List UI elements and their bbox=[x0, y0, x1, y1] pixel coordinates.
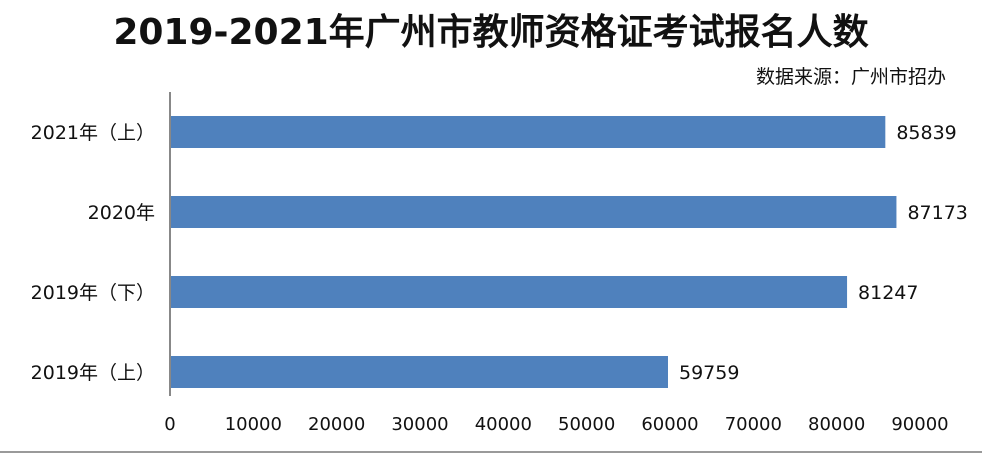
x-tick-label-4: 40000 bbox=[475, 414, 532, 435]
category-label-0: 2021年（上） bbox=[31, 122, 155, 144]
x-tick-label-3: 30000 bbox=[391, 414, 448, 435]
x-tick-label-9: 90000 bbox=[891, 414, 948, 435]
x-tick-label-2: 20000 bbox=[308, 414, 365, 435]
value-label-2: 81247 bbox=[858, 282, 918, 304]
bar-3 bbox=[171, 356, 668, 388]
category-label-2: 2019年（下） bbox=[31, 282, 155, 304]
bar-2 bbox=[171, 276, 848, 308]
category-label-1: 2020年 bbox=[88, 202, 155, 224]
x-tick-label-0: 0 bbox=[164, 414, 175, 435]
value-label-1: 87173 bbox=[907, 202, 967, 224]
bar-0 bbox=[171, 116, 886, 148]
x-tick-label-7: 70000 bbox=[725, 414, 782, 435]
bars-layer: 2021年（上） 85839 2020年 87173 2019年（下） 81247 2019… bbox=[31, 116, 968, 388]
x-tick-label-5: 50000 bbox=[558, 414, 615, 435]
chart-title: 2019-2021年广州市教师资格证考试报名人数 bbox=[113, 12, 868, 53]
chart-source: 数据来源：广州市招办 bbox=[756, 66, 946, 88]
value-label-3: 59759 bbox=[679, 362, 739, 384]
bar-1 bbox=[171, 196, 897, 228]
category-label-3: 2019年（上） bbox=[31, 362, 155, 384]
x-axis-ticks: 0 10000 20000 30000 40000 50000 60000 70000 8000… bbox=[164, 414, 948, 435]
x-tick-label-1: 10000 bbox=[225, 414, 282, 435]
value-label-0: 85839 bbox=[896, 122, 956, 144]
x-tick-label-6: 60000 bbox=[641, 414, 698, 435]
x-tick-label-8: 80000 bbox=[808, 414, 865, 435]
